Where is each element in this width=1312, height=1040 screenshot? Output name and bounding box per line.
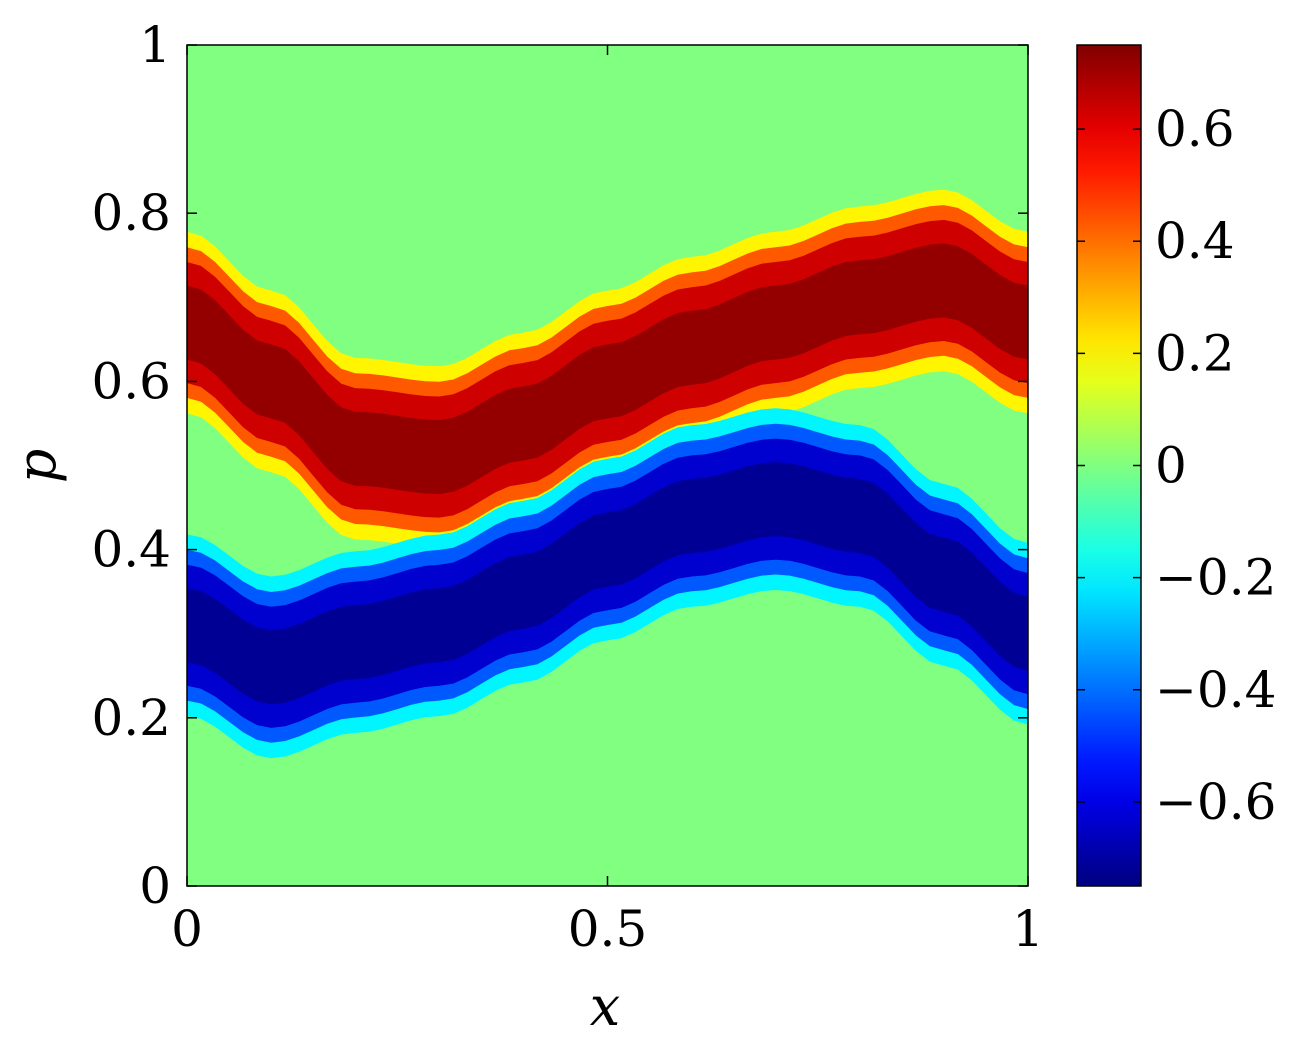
y-axis-label: p xyxy=(5,449,68,484)
y-tick-label: 0.8 xyxy=(91,184,171,242)
y-tick-label: 1 xyxy=(139,16,171,74)
y-tick-label: 0.6 xyxy=(91,352,171,410)
colorbar-ticks: 0.6 0.4 0.2 0 −0.2 −0.4 −0.6 xyxy=(1077,100,1276,831)
x-tick-label: 0.5 xyxy=(568,900,648,958)
colorbar-tick-label: −0.2 xyxy=(1155,549,1276,607)
colorbar-tick-label: −0.6 xyxy=(1155,773,1276,831)
heatmap-band-2-layer-4 xyxy=(187,462,1028,705)
colorbar-tick-label: 0 xyxy=(1155,437,1187,495)
y-tick-label: 0.2 xyxy=(91,689,171,747)
x-tick-label: 1 xyxy=(1012,900,1044,958)
x-axis-ticks: 0 0.5 1 xyxy=(171,45,1044,958)
x-axis-label: x xyxy=(590,975,620,1038)
x-tick-label: 0 xyxy=(171,900,203,958)
colorbar-tick-label: 0.2 xyxy=(1155,324,1235,382)
colorbar-gradient xyxy=(1077,45,1141,886)
y-axis-ticks: 0 0.2 0.4 0.6 0.8 1 xyxy=(91,16,1028,915)
y-tick-label: 0 xyxy=(139,857,171,915)
colorbar-tick-label: 0.4 xyxy=(1155,212,1235,270)
heatmap-bands xyxy=(187,189,1028,759)
colorbar xyxy=(1076,44,1142,887)
colorbar-tick-label: 0.6 xyxy=(1155,100,1235,158)
heatmap-band-1-layer-4 xyxy=(187,243,1028,495)
y-tick-label: 0.4 xyxy=(91,521,171,579)
plot-area xyxy=(186,44,1029,887)
colorbar-tick-label: −0.4 xyxy=(1155,661,1276,719)
